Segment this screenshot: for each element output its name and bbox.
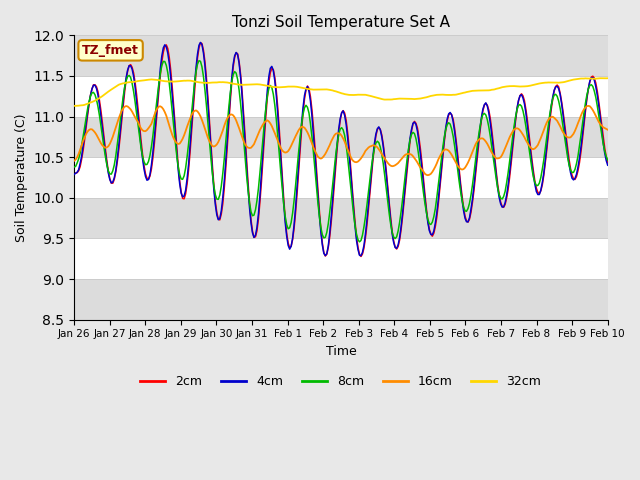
Bar	[74, 117, 608, 157]
Bar	[74, 198, 608, 239]
Text: TZ_fmet: TZ_fmet	[82, 44, 139, 57]
Bar	[74, 279, 608, 320]
X-axis label: Time: Time	[326, 345, 356, 358]
Bar	[74, 36, 608, 76]
Y-axis label: Soil Temperature (C): Soil Temperature (C)	[15, 113, 28, 242]
Title: Tonzi Soil Temperature Set A: Tonzi Soil Temperature Set A	[232, 15, 450, 30]
Legend: 2cm, 4cm, 8cm, 16cm, 32cm: 2cm, 4cm, 8cm, 16cm, 32cm	[136, 370, 547, 393]
